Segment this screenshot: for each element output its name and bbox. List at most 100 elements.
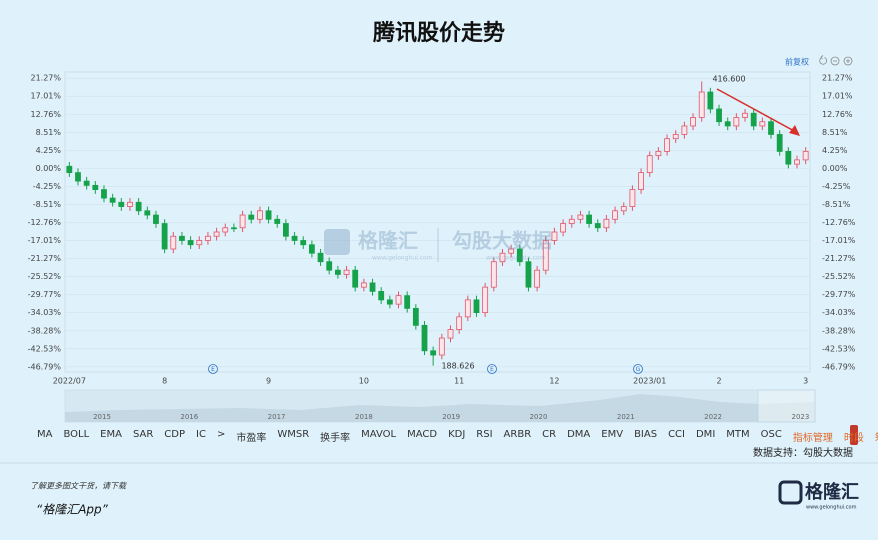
candle-body [326, 261, 333, 271]
candle-body [586, 214, 592, 224]
indicator[interactable]: MA [37, 429, 53, 440]
candle-body [343, 269, 350, 275]
indicator[interactable]: 指标管理 [792, 433, 833, 444]
plot-frame [64, 71, 811, 373]
candle-body [776, 134, 783, 152]
candle-body [447, 329, 454, 339]
zoom-in-icon[interactable] [843, 56, 853, 66]
candle-body [785, 151, 792, 165]
watermark-data-brand: 勾股大数据 [452, 229, 552, 253]
candle-body [109, 197, 116, 203]
y2-tick-label: -4.25% [822, 182, 851, 191]
scroll-handle[interactable] [850, 425, 858, 445]
event-marker-label: E [490, 366, 494, 373]
candle-body [430, 350, 437, 356]
candle-body [482, 286, 489, 314]
y2-tick-label: 12.76% [822, 110, 853, 119]
indicator[interactable]: CDP [164, 429, 186, 440]
candle-body [274, 218, 281, 224]
candle-body [681, 125, 688, 135]
candle-body [560, 223, 567, 233]
indicator[interactable]: CR [542, 429, 557, 440]
y-tick-label: -29.77% [28, 290, 62, 299]
y-tick-label: -46.79% [28, 362, 62, 371]
candle-body [612, 210, 618, 220]
candle-body [404, 295, 411, 309]
y-tick-label: 17.01% [30, 92, 61, 101]
x-tick-label: 2 [716, 377, 721, 386]
x-tick-label: 2023/01 [633, 377, 666, 386]
candle-body [603, 218, 610, 229]
candle-body [724, 121, 731, 127]
x-tick-label: 3 [803, 377, 808, 386]
x-tick-label: 12 [549, 377, 559, 386]
indicator[interactable]: EMA [100, 429, 122, 440]
indicator[interactable]: BOLL [63, 429, 90, 440]
navigator-window[interactable] [757, 389, 816, 423]
y2-tick-label: 21.27% [822, 74, 853, 83]
indicator[interactable]: CCI [668, 429, 685, 440]
candle-body [568, 218, 575, 224]
zoom-out-icon[interactable] [830, 56, 840, 66]
indicator[interactable]: SAR [132, 429, 154, 440]
event-marker[interactable] [487, 364, 497, 374]
indicator[interactable]: MAVOL [361, 429, 397, 440]
reset-icon[interactable] [819, 55, 828, 65]
candle-body [257, 210, 263, 220]
indicator[interactable]: RSI [476, 429, 493, 440]
navigator-year: 2017 [268, 413, 286, 421]
candle-body [646, 155, 653, 174]
y-tick-label: 21.27% [30, 74, 61, 83]
candle-body [118, 201, 125, 207]
indicator[interactable]: EMV [601, 429, 624, 440]
indicator[interactable]: 筹码 [875, 429, 878, 444]
indicator[interactable]: 换手率 [320, 433, 351, 444]
candle-body [464, 299, 471, 318]
candle-body [360, 282, 367, 288]
y-tick-label: -8.51% [33, 200, 62, 209]
candle-body [161, 223, 168, 250]
indicator[interactable]: IC [196, 429, 206, 440]
data-source: 数据支持：勾股大数据 [753, 446, 853, 459]
navigator-area [65, 394, 815, 422]
indicator[interactable]: MTM [726, 429, 750, 440]
footer-logo: 格隆汇 [805, 481, 859, 503]
footer-logo-icon [778, 480, 803, 505]
candle-body [135, 201, 142, 212]
indicator[interactable]: WMSR [277, 429, 310, 440]
indicator[interactable]: ARBR [503, 429, 532, 440]
watermark-brand: 格隆汇 [358, 229, 418, 253]
indicator[interactable]: > [216, 429, 226, 440]
y-tick-label: 8.51% [36, 128, 62, 137]
indicator[interactable]: DMI [695, 429, 716, 440]
candle-body [205, 235, 211, 241]
indicator[interactable]: MACD [407, 429, 438, 440]
indicator[interactable]: 市盈率 [236, 433, 267, 444]
event-marker[interactable] [208, 364, 218, 374]
indicator[interactable]: 时段 [843, 433, 864, 444]
event-marker-label: G [636, 366, 641, 373]
high-annotation: 416.600 [712, 75, 745, 84]
y2-tick-label: -46.79% [822, 362, 856, 371]
navigator-year: 2023 [791, 413, 809, 421]
y-tick-label: -4.25% [33, 182, 62, 191]
indicator[interactable]: DMA [567, 429, 591, 440]
adjust-button[interactable]: 前复权 [785, 57, 809, 67]
candle-body [742, 112, 748, 118]
candle-body [534, 269, 541, 288]
footer-app: “格隆汇App” [36, 503, 109, 517]
candle-body [231, 227, 237, 230]
indicator[interactable]: KDJ [448, 429, 466, 440]
navigator: 2015 2016 2017 2018 2019 2020 2021 2022 2023 [64, 389, 816, 423]
y-tick-label: -17.01% [28, 236, 62, 245]
x-tick-label: 8 [162, 377, 167, 386]
candle-body [733, 117, 740, 127]
navigator-year: 2020 [530, 413, 548, 421]
indicator[interactable]: BIAS [634, 429, 658, 440]
candle-body [759, 121, 766, 127]
event-marker[interactable] [633, 364, 643, 374]
y2-tick-label: -12.76% [822, 218, 856, 227]
trend-arrow [716, 88, 797, 133]
indicator[interactable]: OSC [760, 429, 782, 440]
